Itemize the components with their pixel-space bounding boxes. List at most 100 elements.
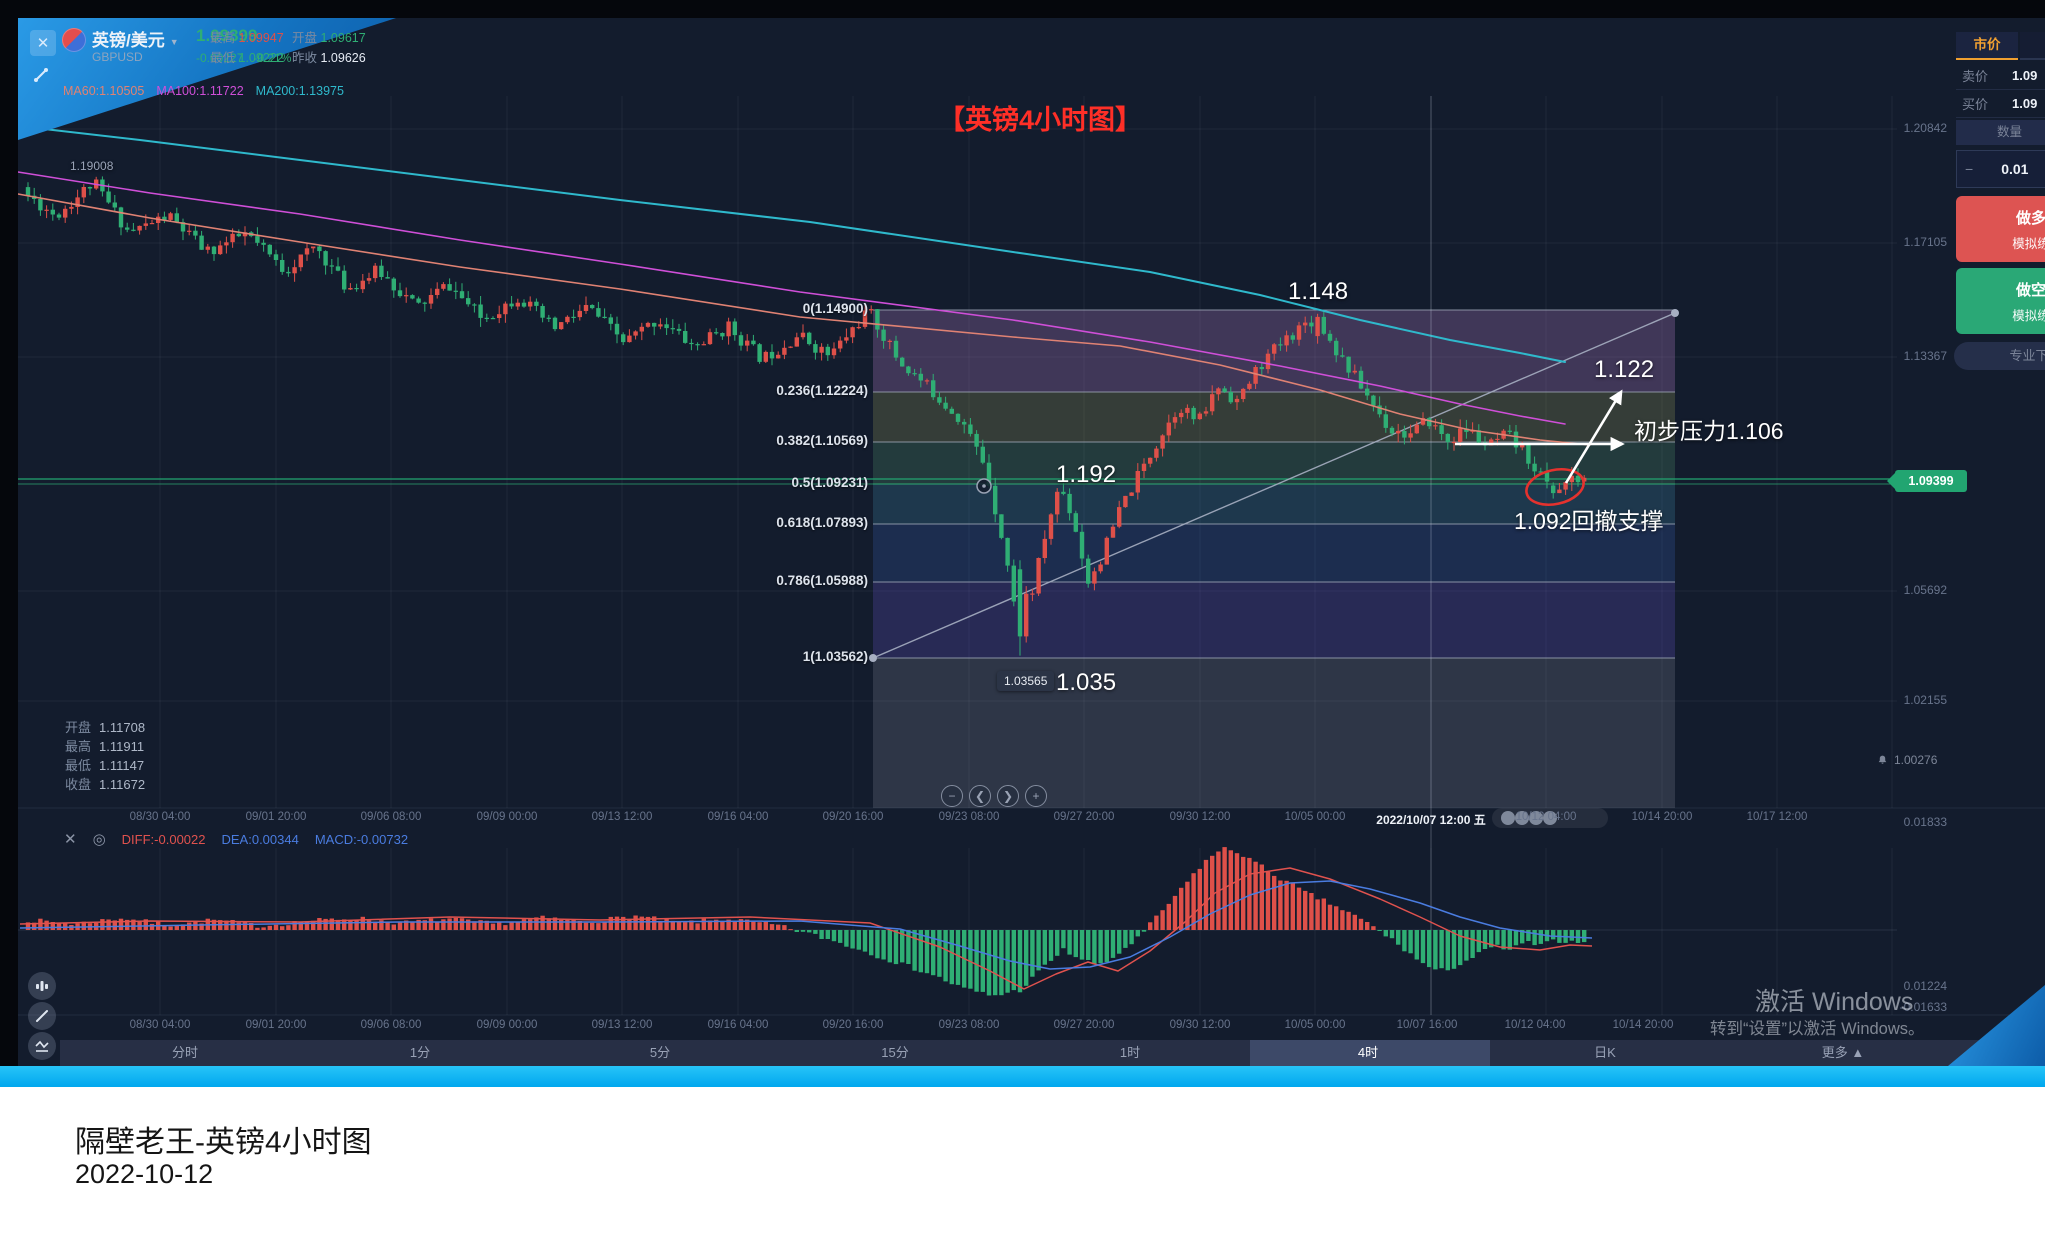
swing-high-label: 1.148 — [1288, 278, 1349, 305]
macd-time-axis-label: 10/14 20:00 — [1612, 1019, 1674, 1031]
volume-tool-button[interactable] — [28, 972, 56, 1000]
close-chart-button[interactable]: ✕ — [30, 30, 56, 56]
go-short-button[interactable]: 做空 模拟练 — [1956, 268, 2045, 334]
last-price: 1.09399 — [196, 26, 258, 45]
price-change: -0.00227 -0.21% — [196, 51, 292, 65]
caption-date: 2022-10-12 — [75, 1159, 214, 1189]
volume-icon — [36, 981, 48, 991]
timeframe-更多[interactable]: 更多 ▲ — [1821, 1045, 1865, 1060]
current-price-badge: 1.09399 — [1887, 470, 1967, 492]
swing-low-label: 1.035 — [1056, 669, 1117, 696]
ma-legend: MA60:1.10505 MA100:1.11722 MA200:1.13975 — [63, 84, 356, 98]
support-note: 1.092回撤支撑 — [1514, 508, 1664, 534]
macd-time-axis-label: 09/13 12:00 — [591, 1019, 653, 1031]
time-axis-label: 09/20 16:00 — [822, 811, 884, 823]
watermark-line1: 激活 Windows — [1755, 988, 1914, 1016]
stat-prev-close: 昨收 1.09626 — [292, 51, 366, 65]
price-axis-label: 1.05692 — [1903, 583, 1947, 597]
macd-diff-value: DIFF:-0.00022 — [121, 831, 206, 847]
macd-time-axis-label: 09/27 20:00 — [1053, 1019, 1115, 1031]
price-alert: 1.00276 — [1876, 753, 1937, 767]
timeframe-5分[interactable]: 5分 — [649, 1045, 671, 1060]
time-axis-label: 10/14 20:00 — [1631, 811, 1693, 823]
trendline-tool-icon[interactable] — [28, 62, 54, 88]
indicator-tool-button[interactable] — [28, 1032, 56, 1060]
instrument-code: GBPUSD — [92, 50, 143, 64]
sell-price-row: 卖价 1.09 — [1956, 62, 2045, 90]
macd-macd-value: MACD:-0.00732 — [314, 831, 409, 847]
time-axis-label: 08/30 04:00 — [129, 811, 191, 823]
macd-axis-label: -0.01633 — [1899, 1000, 1947, 1014]
active-timeframe-highlight — [1250, 1040, 1490, 1066]
zoom-in-button[interactable]: + — [1025, 785, 1047, 807]
timeframe-15分[interactable]: 15分 — [881, 1045, 909, 1060]
macd-time-axis-label: 09/30 12:00 — [1169, 1019, 1231, 1031]
stat-high: 最高 1.09947 — [210, 31, 284, 45]
bottom-cyan-strip — [0, 1066, 2045, 1087]
macd-time-axis-label: 08/30 04:00 — [129, 1019, 191, 1031]
timeframe-日K[interactable]: 日K — [1594, 1045, 1616, 1060]
ma-legend-item: MA60:1.10505 — [63, 84, 145, 98]
quantity-label: 数量 — [1956, 120, 2045, 145]
time-axis-label: 09/30 12:00 — [1169, 811, 1231, 823]
tab-market-price[interactable]: 市价 — [1956, 32, 2018, 60]
ohlc-row: 最高 1.11911 — [65, 739, 145, 754]
instrument-selector[interactable]: 英镑/美元 ▼ — [92, 31, 179, 50]
timeframe-1时[interactable]: 1时 — [1119, 1045, 1141, 1060]
minus-icon[interactable]: − — [1965, 161, 1974, 177]
go-long-button[interactable]: 做多 模拟练 — [1956, 196, 2045, 262]
macd-time-axis-label: 09/06 08:00 — [360, 1019, 422, 1031]
time-axis-label: 09/23 08:00 — [938, 811, 1000, 823]
pressure-note: 初步压力1.106 — [1634, 418, 1784, 444]
macd-time-axis-label: 09/09 00:00 — [476, 1019, 538, 1031]
order-panel: 市价 卖价 1.09 买价 1.09 数量 − 0.01 做多 模拟练 做空 模拟练 专… — [1953, 18, 2045, 418]
timeframe-分时[interactable]: 分时 — [171, 1045, 198, 1060]
watermark-line2: 转到“设置”以激活 Windows。 — [1710, 1020, 1925, 1038]
ma-legend-item: MA200:1.13975 — [255, 84, 344, 98]
time-axis-label: 10/17 12:00 — [1746, 811, 1808, 823]
macd-axis-label: 0.01224 — [1903, 979, 1947, 993]
timeframe-toolbar: 分时 1分 5分 15分 1时 4时 日K 更多 ▲ — [60, 1040, 2045, 1066]
step-forward-button[interactable]: ❯ — [997, 785, 1019, 807]
ohlc-row: 开盘 1.11708 — [65, 720, 146, 735]
timeframe-1分[interactable]: 1分 — [409, 1045, 431, 1060]
wave-icon — [35, 1040, 49, 1052]
pro-order-button[interactable]: 专业下 — [1954, 342, 2045, 370]
macd-time-axis-label: 09/16 04:00 — [707, 1019, 769, 1031]
close-indicator-icon[interactable]: ✕ — [64, 831, 77, 848]
fib-level-label: 0.618(1.07893) — [776, 515, 868, 530]
fib-level-label: 1(1.03562) — [802, 649, 868, 664]
fib-level-label: 0.236(1.12224) — [776, 383, 868, 398]
macd-header: ✕ ◎ DIFF:-0.00022 DEA:0.00344 MACD:-0.00… — [64, 830, 408, 848]
macd-time-axis-label: 09/20 16:00 — [822, 1019, 884, 1031]
target-label: 1.122 — [1594, 356, 1655, 383]
time-axis-label: 10/05 00:00 — [1284, 811, 1346, 823]
time-axis-label: 09/09 00:00 — [476, 811, 538, 823]
quantity-stepper[interactable]: − 0.01 — [1956, 150, 2045, 188]
top-strip — [0, 0, 2045, 18]
ohlc-tooltip: 开盘 1.11708 最高 1.11911 最低 1.11147 收盘 1.11672 — [65, 718, 145, 794]
timeframe-4时[interactable]: 4时 — [1357, 1045, 1379, 1060]
draw-tool-button[interactable] — [28, 1002, 56, 1030]
quantity-value: 0.01 — [2001, 161, 2029, 177]
macd-dea-value: DEA:0.00344 — [221, 831, 299, 847]
pen-icon — [36, 1010, 48, 1022]
page-title: 【英镑4小时图】 — [937, 105, 1143, 135]
price-axis-label: 1.13367 — [1903, 349, 1947, 363]
zoom-out-button[interactable]: − — [941, 785, 963, 807]
indicator-settings-icon[interactable]: ◎ — [92, 831, 106, 848]
ma-legend-item: MA100:1.11722 — [156, 84, 244, 98]
left-strip — [0, 0, 18, 1066]
time-axis-label: 09/06 08:00 — [360, 811, 422, 823]
macd-time-axis-label: 09/01 20:00 — [245, 1019, 307, 1031]
caption-title: 隔壁老王-英镑4小时图 — [75, 1126, 372, 1159]
low-price-tooltip: 1.03565 — [997, 671, 1055, 691]
step-back-button[interactable]: ❮ — [969, 785, 991, 807]
buy-price-row: 买价 1.09 — [1956, 90, 2045, 118]
tab-next[interactable] — [2020, 32, 2045, 60]
time-axis-label: 09/27 20:00 — [1053, 811, 1115, 823]
mid-label: 1.192 — [1056, 461, 1117, 488]
macd-time-axis-label: 09/23 08:00 — [938, 1019, 1000, 1031]
